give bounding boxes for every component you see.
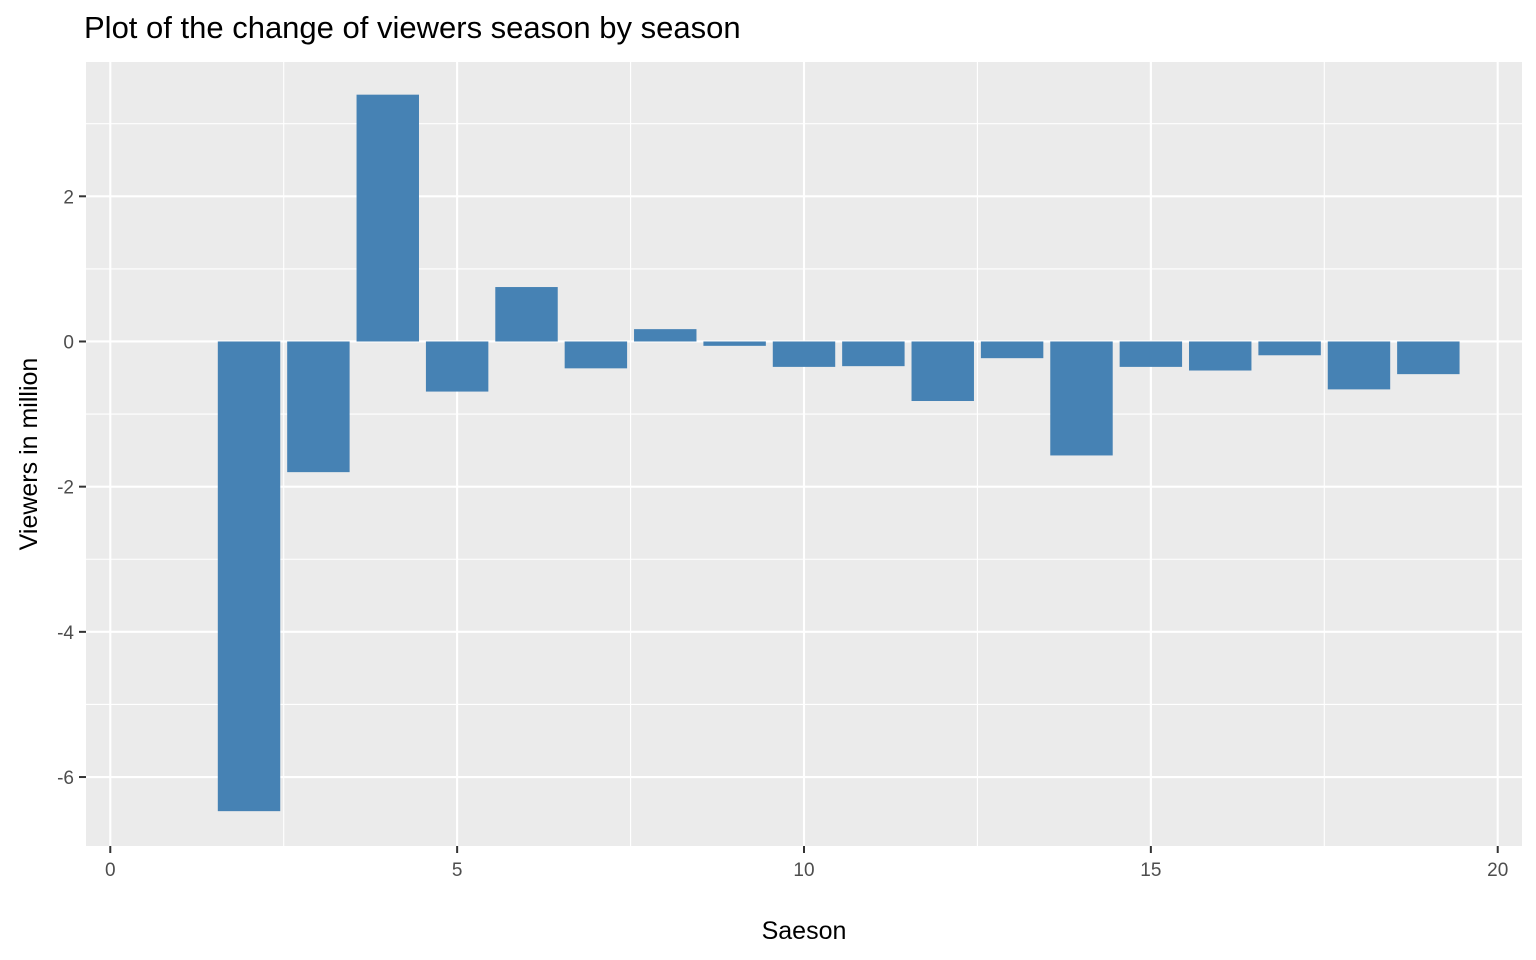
x-axis: 0 5 10 15 20 [105, 846, 1508, 881]
x-tick-label: 15 [1140, 860, 1161, 881]
x-tick-label: 10 [793, 860, 814, 881]
bar [1050, 341, 1113, 456]
x-tick-label: 0 [105, 860, 116, 881]
chart-title: Plot of the change of viewers season by … [84, 10, 741, 45]
bar [1327, 341, 1391, 390]
x-axis-title: Saeson [762, 917, 847, 945]
bar [287, 341, 350, 473]
y-axis-title: Viewers in million [15, 358, 43, 551]
y-tick-label: 0 [63, 332, 74, 353]
bar [356, 94, 419, 342]
y-tick-label: -2 [57, 478, 74, 499]
bar [217, 341, 281, 812]
y-tick-label: 2 [63, 187, 74, 208]
x-tick-label: 5 [452, 860, 463, 881]
bar [1189, 341, 1252, 371]
bar [1397, 341, 1460, 375]
bars [217, 94, 1460, 812]
bar [1119, 341, 1183, 367]
bar [425, 341, 489, 392]
bar [980, 341, 1044, 359]
bar [564, 341, 628, 369]
bar [634, 329, 697, 342]
bar [1258, 341, 1321, 356]
bar [911, 341, 974, 402]
bar [772, 341, 836, 367]
y-tick-label: -4 [57, 623, 74, 644]
y-tick-label: -6 [57, 768, 74, 789]
x-tick-label: 20 [1487, 860, 1508, 881]
bar [703, 341, 766, 346]
bar [842, 341, 905, 367]
bar [495, 287, 558, 342]
y-axis: -6 -4 -2 0 2 [57, 187, 86, 789]
